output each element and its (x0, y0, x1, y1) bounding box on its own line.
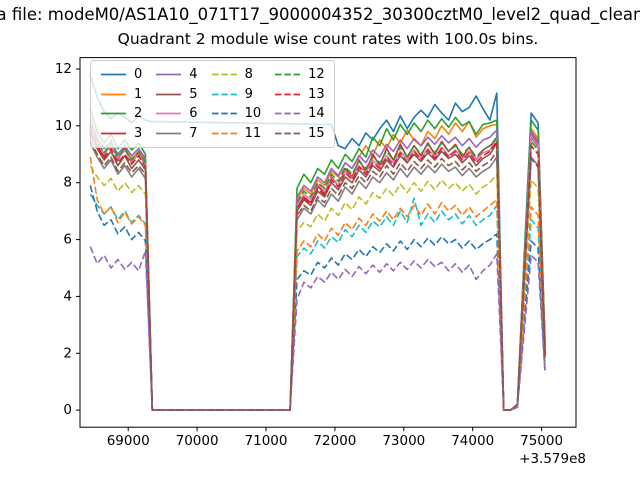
legend-line-sample (101, 93, 126, 96)
legend-line-sample (275, 132, 301, 135)
plot-border (79, 57, 577, 428)
legend-entry: 8 (211, 65, 262, 85)
axes-title: Quadrant 2 module wise count rates with … (117, 30, 539, 48)
legend-line-sample (156, 112, 182, 115)
legend-entry: 4 (155, 65, 198, 85)
legend-entry-label: 9 (244, 86, 253, 102)
legend-line-sample (101, 112, 126, 115)
legend-line-sample (101, 73, 126, 76)
legend-line-sample (211, 73, 237, 76)
y-tick-label: 10 (55, 118, 72, 134)
y-tick-label: 12 (55, 61, 72, 77)
y-tick-label: 2 (63, 345, 72, 361)
series-line-10 (89, 185, 546, 411)
y-tick-label: 4 (63, 288, 72, 304)
series-line-13 (89, 131, 546, 411)
x-tick-label: 74000 (451, 433, 494, 449)
legend-entry: 15 (274, 124, 325, 144)
legend-entry: 9 (211, 85, 262, 105)
legend-line-sample (156, 93, 182, 96)
legend-entry: 1 (100, 85, 142, 105)
legend-entry: 13 (274, 85, 325, 105)
legend-entry: 7 (155, 124, 198, 144)
legend-line-sample (211, 132, 237, 135)
x-tick-label: 75000 (520, 433, 563, 449)
series-line-9 (89, 193, 546, 411)
legend-entry-label: 12 (308, 67, 325, 83)
legend-entry-label: 4 (189, 67, 198, 83)
y-tick-label: 8 (63, 175, 72, 191)
series-line-14 (89, 246, 546, 411)
legend-entry: 11 (211, 124, 262, 144)
series-line-4 (89, 122, 546, 411)
x-tick-label: 70000 (176, 433, 219, 449)
legend-entry-label: 7 (189, 125, 198, 141)
legend-line-sample (275, 93, 301, 96)
series-line-8 (89, 165, 546, 411)
series-line-11 (89, 156, 546, 411)
legend-line-sample (211, 112, 237, 115)
legend-line-sample (156, 132, 182, 135)
legend-entry-label: 15 (308, 125, 325, 141)
x-tick-label: 71000 (245, 433, 288, 449)
legend-entry: 3 (100, 124, 142, 144)
legend-line-sample (101, 132, 126, 135)
series-line-15 (89, 139, 546, 411)
x-tick-label: 72000 (313, 433, 356, 449)
legend-line-sample (156, 73, 182, 76)
y-tick-label: 0 (63, 402, 72, 418)
legend-entry-label: 0 (134, 67, 143, 83)
legend-line-sample (275, 73, 301, 76)
figure-title: a file: modeM0/AS1A10_071T17_9000004352_… (0, 5, 640, 24)
legend-entry-label: 5 (189, 86, 198, 102)
legend: 0 1 2 3 4 5 6 7 8 9 10 11 12 13 14 15 (90, 60, 335, 148)
series-line-7 (89, 142, 546, 411)
legend-entry-label: 3 (134, 125, 143, 141)
legend-entry: 14 (274, 104, 325, 124)
legend-entry: 12 (274, 65, 325, 85)
legend-entry: 6 (155, 104, 198, 124)
legend-entry: 10 (211, 104, 262, 124)
y-tick-label: 6 (63, 232, 72, 248)
legend-entry-label: 13 (308, 86, 325, 102)
legend-entry-label: 10 (244, 106, 262, 122)
legend-entry-label: 2 (134, 106, 143, 122)
legend-entry-label: 14 (308, 106, 325, 122)
legend-entry: 5 (155, 85, 198, 105)
x-tick-label: 73000 (382, 433, 425, 449)
series-line-12 (89, 125, 546, 411)
legend-line-sample (211, 93, 237, 96)
legend-entry-label: 6 (189, 106, 198, 122)
legend-entry: 2 (100, 104, 142, 124)
legend-entry-label: 11 (244, 125, 262, 141)
legend-entry-label: 1 (134, 86, 143, 102)
x-tick-label: 69000 (107, 433, 150, 449)
legend-line-sample (275, 112, 301, 115)
legend-entry-label: 8 (244, 67, 253, 83)
legend-entry: 0 (100, 65, 142, 85)
x-axis-offset-label: +3.579e8 (519, 451, 586, 467)
series-line-2 (89, 108, 546, 411)
